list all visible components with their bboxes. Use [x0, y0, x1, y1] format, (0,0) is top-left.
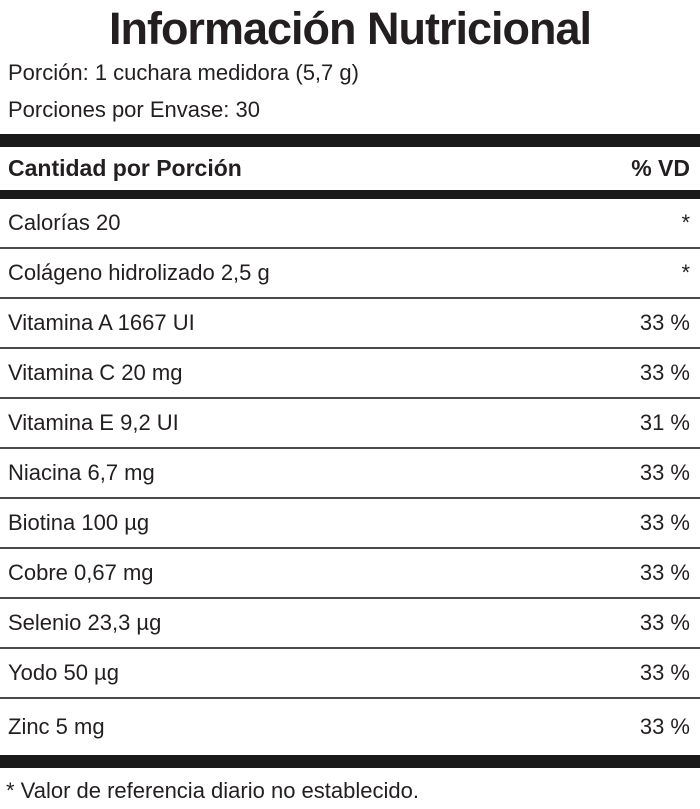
nutrient-dv-value: 33 % — [639, 460, 690, 485]
divider-bar-bottom — [0, 755, 700, 768]
header-amount-per-serving: Cantidad por Porción — [8, 155, 242, 181]
nutrient-name: Yodo 50 µg — [8, 660, 119, 685]
nutrient-name: Cobre 0,67 mg — [8, 560, 154, 585]
table-row: Niacina 6,7 mg 33 % — [0, 449, 700, 499]
divider-bar-header — [0, 190, 700, 199]
table-row: Vitamina A 1667 UI 33 % — [0, 299, 700, 349]
nutrient-dv-value: 33 % — [639, 560, 690, 585]
nutrient-name: Selenio 23,3 µg — [8, 610, 162, 635]
nutrient-name: Zinc 5 mg — [8, 714, 105, 739]
nutrient-name: Vitamina A 1667 UI — [8, 310, 195, 335]
nutrient-name: Niacina 6,7 mg — [8, 460, 155, 485]
nutrient-name: Vitamina C 20 mg — [8, 360, 183, 385]
table-row: Biotina 100 µg 33 % — [0, 499, 700, 549]
nutrient-dv-value: 33 % — [639, 714, 690, 739]
table-row: Cobre 0,67 mg 33 % — [0, 549, 700, 599]
table-row: Zinc 5 mg 33 % — [0, 699, 700, 755]
nutrient-name: Colágeno hidrolizado 2,5 g — [8, 260, 270, 285]
nutrient-dv-value: 33 % — [639, 360, 690, 385]
table-row: Vitamina C 20 mg 33 % — [0, 349, 700, 399]
nutrient-name: Vitamina E 9,2 UI — [8, 410, 179, 435]
table-row: Colágeno hidrolizado 2,5 g * — [0, 249, 700, 299]
table-header-row: Cantidad por Porción % VD — [0, 147, 700, 190]
nutrient-dv-value: 33 % — [639, 510, 690, 535]
header-percent-dv: % VD — [631, 155, 690, 181]
serving-size-line: Porción: 1 cuchara medidora (5,7 g) — [8, 60, 359, 85]
nutrient-dv-value: 31 % — [639, 410, 690, 435]
table-row: Calorías 20 * — [0, 199, 700, 249]
table-row: Vitamina E 9,2 UI 31 % — [0, 399, 700, 449]
servings-per-container-line: Porciones por Envase: 30 — [8, 97, 260, 122]
footnote: * Valor de referencia diario no establec… — [6, 778, 419, 803]
nutrient-name: Biotina 100 µg — [8, 510, 150, 535]
divider-bar-top — [0, 134, 700, 147]
nutrition-rows: Calorías 20 * Colágeno hidrolizado 2,5 g… — [0, 199, 700, 755]
nutrient-dv-value: * — [681, 260, 690, 285]
nutrient-name: Calorías 20 — [8, 210, 121, 235]
nutrient-dv-value: 33 % — [639, 610, 690, 635]
nutrient-dv-value: 33 % — [639, 310, 690, 335]
nutrient-dv-value: 33 % — [639, 660, 690, 685]
nutrient-dv-value: * — [681, 210, 690, 235]
table-row: Yodo 50 µg 33 % — [0, 649, 700, 699]
table-row: Selenio 23,3 µg 33 % — [0, 599, 700, 649]
label-title: Información Nutricional — [108, 3, 592, 54]
